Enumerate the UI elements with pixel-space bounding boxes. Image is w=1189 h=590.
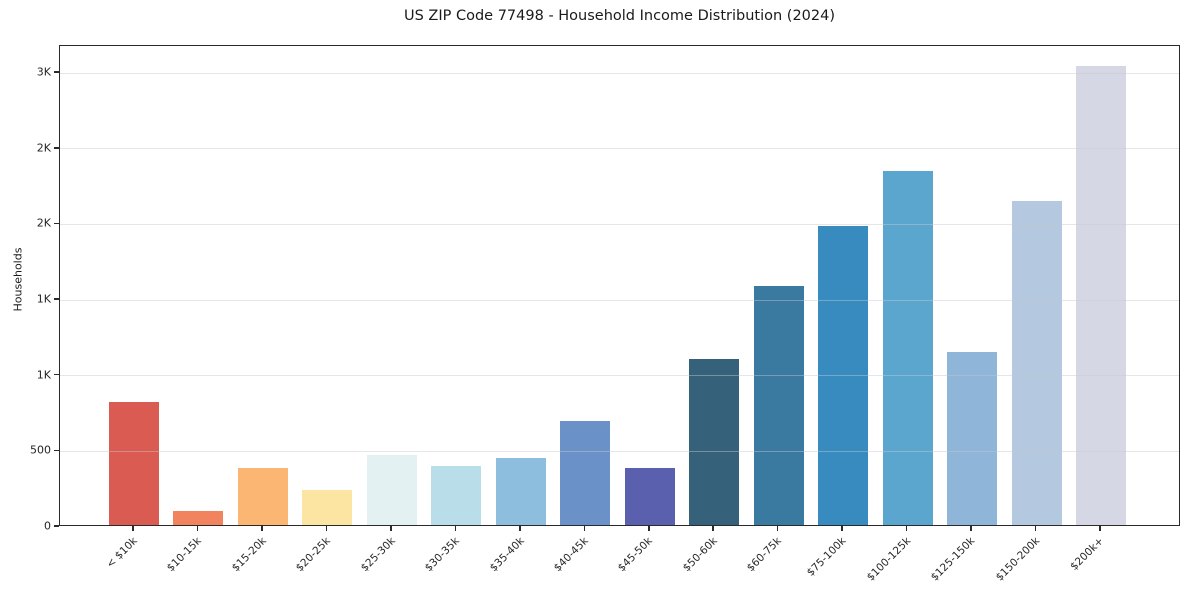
x-tick-label: $125-150k (929, 535, 978, 584)
y-tick-label: 1K (36, 368, 51, 382)
bar--150-200k (1011, 201, 1062, 525)
x-tick-mark (905, 526, 908, 531)
y-tick-mark (54, 525, 59, 527)
x-tick-mark (454, 526, 457, 531)
y-tick-mark (54, 373, 59, 376)
bar--60-75k (753, 286, 804, 525)
bar--35-40k (495, 458, 546, 525)
x-tick-label: $30-35k (422, 535, 462, 575)
x-tick-mark (196, 526, 199, 531)
x-tick-label: $75-100k (804, 535, 849, 579)
y-tick-mark (54, 298, 59, 300)
bar--20-25k (302, 490, 353, 525)
x-tick-label: $25-30k (358, 535, 398, 575)
bar--10-15k (173, 511, 224, 525)
bar--10k (109, 402, 159, 525)
bar--125-150k (947, 352, 998, 525)
y-tick-mark (54, 147, 59, 149)
bar--40-45k (560, 421, 611, 525)
x-tick-label: $100-125k (864, 535, 914, 584)
y-tick-label: 3K (36, 65, 51, 79)
x-tick-label: < $10k (103, 535, 140, 571)
x-tick-label: $200k+ (1068, 535, 1107, 573)
x-tick-mark (970, 526, 972, 531)
x-tick-mark (1099, 526, 1101, 531)
x-tick-mark (261, 526, 263, 531)
x-tick-mark (1034, 526, 1037, 531)
x-tick-label: $15-20k (229, 535, 269, 575)
bar--200k+ (1076, 66, 1127, 525)
y-tick-label: 0 (44, 519, 51, 533)
plot-area (59, 45, 1180, 526)
x-tick-mark (132, 526, 134, 531)
bar--30-35k (431, 466, 482, 525)
y-tick-mark (54, 449, 59, 452)
x-tick-mark (519, 526, 521, 531)
bar--15-20k (237, 468, 288, 525)
x-tick-label: $150-200k (993, 535, 1043, 584)
bar--50-60k (689, 359, 740, 525)
x-tick-label: $20-25k (293, 535, 333, 575)
x-tick-mark (776, 526, 779, 531)
x-tick-label: $45-50k (616, 535, 656, 575)
x-tick-label: $40-45k (551, 535, 591, 575)
x-tick-mark (841, 526, 843, 531)
x-tick-label: $60-75k (745, 535, 785, 575)
x-tick-mark (583, 526, 586, 531)
bar--75-100k (818, 226, 869, 525)
x-tick-label: $35-40k (487, 535, 527, 575)
y-tick-label: 500 (30, 443, 51, 457)
y-tick-mark (54, 222, 59, 225)
y-tick-label: 2K (36, 216, 51, 230)
x-tick-mark (390, 526, 392, 531)
x-tick-mark (648, 526, 650, 531)
y-tick-label: 1K (36, 292, 51, 306)
x-tick-mark (325, 526, 328, 531)
y-tick-mark (54, 71, 59, 73)
gridline (60, 72, 1179, 74)
x-tick-label: $50-60k (680, 535, 720, 575)
bar--25-30k (366, 455, 417, 525)
gridline (60, 148, 1179, 150)
bar--45-50k (624, 468, 675, 525)
x-tick-mark (712, 526, 714, 531)
chart-title: US ZIP Code 77498 - Household Income Dis… (403, 8, 836, 24)
bar--100-125k (882, 171, 933, 525)
y-tick-label: 2K (36, 141, 51, 155)
x-tick-label: $10-15k (164, 535, 204, 575)
